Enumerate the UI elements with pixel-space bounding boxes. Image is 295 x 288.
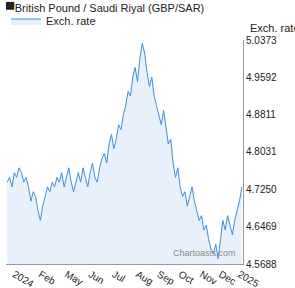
svg-text:2025: 2025 xyxy=(236,269,261,288)
svg-text:4.8811: 4.8811 xyxy=(246,109,276,120)
svg-text:British Pound / Saudi Riyal (G: British Pound / Saudi Riyal (GBP/SAR) xyxy=(15,2,205,14)
svg-text:4.6469: 4.6469 xyxy=(246,221,277,232)
svg-text:Jul: Jul xyxy=(110,269,127,285)
svg-text:Nov: Nov xyxy=(198,269,219,287)
svg-text:Aug: Aug xyxy=(134,269,155,287)
svg-text:Jun: Jun xyxy=(87,269,106,287)
svg-text:2024: 2024 xyxy=(11,269,36,288)
svg-text:Exch. rate: Exch. rate xyxy=(46,15,96,27)
svg-text:4.5688: 4.5688 xyxy=(246,259,277,270)
svg-text:4.9592: 4.9592 xyxy=(246,72,277,83)
svg-text:Dec: Dec xyxy=(217,269,238,287)
svg-text:4.7250: 4.7250 xyxy=(246,184,277,195)
svg-text:Sep: Sep xyxy=(155,269,176,288)
svg-text:May: May xyxy=(63,269,85,288)
svg-text:Oct: Oct xyxy=(177,269,196,286)
svg-text:4.8031: 4.8031 xyxy=(246,146,277,157)
svg-text:Feb: Feb xyxy=(37,269,58,287)
svg-text:5.0373: 5.0373 xyxy=(246,35,277,46)
svg-text:Chartoasis.com: Chartoasis.com xyxy=(173,248,236,258)
svg-text:Exch. rate: Exch. rate xyxy=(250,22,295,34)
